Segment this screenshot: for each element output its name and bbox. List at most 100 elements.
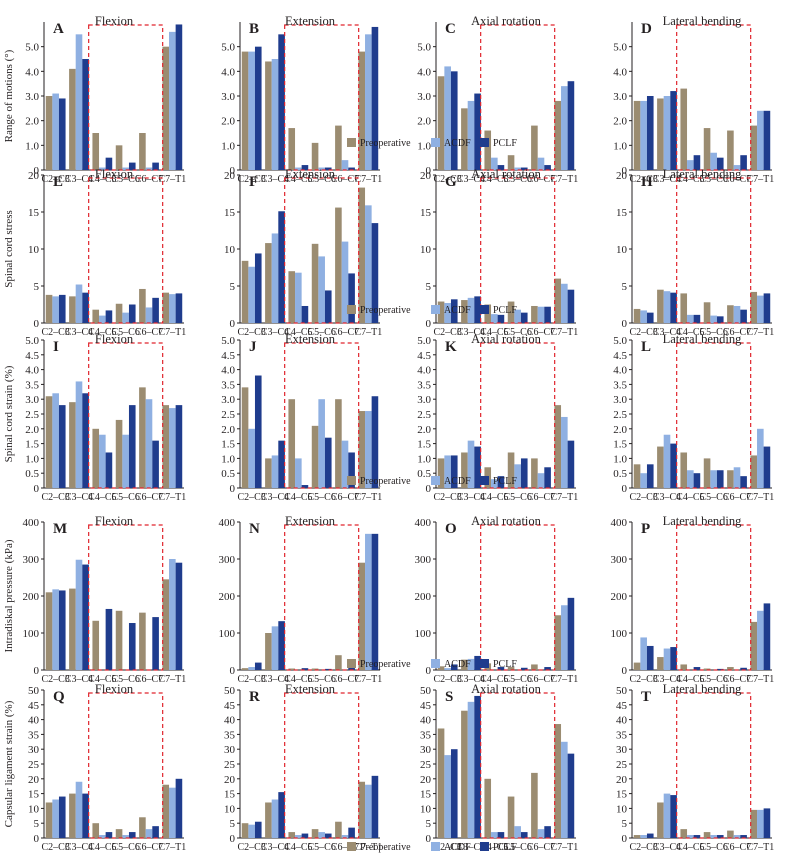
legend-label-2: ACDF: [444, 305, 471, 316]
chart-title-r: Extension: [285, 682, 336, 696]
y-tick-label-l: 1.0: [613, 453, 627, 465]
legend-swatch-5: [347, 842, 356, 851]
bar-j-C4–C5-PCLF: [301, 485, 309, 488]
bar-b-C3–C4-ACDF: [271, 59, 279, 170]
bar-q-C3–C4-Preoperative: [69, 793, 76, 838]
highlight-box-a: [88, 24, 164, 171]
y-tick-label-t: 25: [616, 759, 628, 771]
y-tick-label-s: 30: [420, 744, 432, 756]
bar-h-C6–C7-Preoperative: [727, 305, 734, 323]
bar-a-C6–C7-Preoperative: [139, 133, 146, 170]
y-tick-label-s: 45: [420, 700, 432, 712]
y-tick-label-q: 15: [28, 789, 40, 801]
bar-a-C4–C5-ACDF: [99, 167, 106, 170]
y-tick-label-d: 3.0: [613, 91, 627, 103]
bar-g-C7–T1-Preoperative: [554, 278, 562, 323]
bar-h-C3–C4-PCLF: [670, 292, 677, 323]
bar-m-C7–T1-PCLF: [175, 562, 183, 670]
bar-s-C5–C6-Preoperative: [507, 796, 515, 838]
y-tick-label-g: 20: [420, 170, 432, 182]
panel-label-s: S: [445, 689, 453, 705]
x-tick-label-l: C6–C7: [723, 492, 751, 503]
y-tick-label-b: 0: [230, 165, 236, 177]
bar-h-C5–C6-PCLF: [716, 316, 724, 323]
x-tick-label-r: C3–C4: [261, 842, 289, 853]
bar-r-C3–C4-PCLF: [278, 792, 285, 838]
bar-s-C5–C6-ACDF: [514, 826, 521, 838]
highlight-box-s: [480, 692, 556, 839]
y-tick-label-i: 5.0: [25, 335, 39, 347]
chart-title-g: Axial rotation: [471, 167, 542, 181]
y-tick-label-e: 5: [34, 281, 40, 293]
bar-i-C5–C6-Preoperative: [115, 419, 123, 488]
y-tick-label-p: 400: [611, 517, 628, 529]
bar-g-C6–C7-ACDF: [537, 306, 545, 323]
y-tick-label-i: 0: [34, 483, 40, 495]
bar-s-C6–C7-PCLF: [544, 826, 551, 838]
legend-swatch-5: [480, 842, 489, 851]
bar-d-C6–C7-PCLF: [740, 155, 747, 170]
x-tick-label-k: C5–C6: [503, 492, 531, 503]
highlight-box-h: [676, 177, 752, 324]
x-tick-label-b: C6–C7: [331, 174, 359, 185]
bar-o-C2–C3-PCLF: [450, 664, 458, 670]
bar-f-C3–C4-ACDF: [271, 233, 279, 323]
x-tick-label-l: C3–C4: [653, 492, 681, 503]
chart-title-p: Lateral bending: [663, 514, 743, 528]
chart-title-q: Flexion: [95, 682, 134, 696]
bar-e-C5–C6-ACDF: [122, 312, 129, 323]
bar-k-C5–C6-Preoperative: [507, 452, 515, 488]
x-tick-label-q: C7–T1: [158, 842, 186, 853]
x-tick-label-d: C6–C7: [723, 174, 751, 185]
bar-s-C7–T1-ACDF: [561, 741, 568, 838]
bar-p-C2–C3-Preoperative: [633, 662, 641, 670]
y-tick-label-m: 400: [23, 517, 40, 529]
bar-q-C6–C7-Preoperative: [139, 817, 146, 838]
bar-e-C2–C3-PCLF: [58, 294, 66, 323]
bar-n-C2–C3-PCLF: [254, 662, 262, 670]
bar-n-C3–C4-PCLF: [278, 621, 285, 670]
bar-j-C3–C4-Preoperative: [265, 458, 272, 488]
highlight-box-i: [88, 342, 164, 489]
chart-title-d: Lateral bending: [663, 14, 743, 28]
legend-label-2: Preoperative: [360, 305, 411, 316]
x-tick-label-b: C2–C3: [237, 174, 265, 185]
highlight-box-m: [88, 524, 164, 671]
x-tick-label-k: C7–T1: [550, 492, 578, 503]
bar-k-C7–T1-Preoperative: [554, 405, 562, 488]
bar-m-C2–C3-ACDF: [52, 589, 59, 670]
x-tick-label-c: C2–C3: [433, 174, 461, 185]
x-tick-label-m: C7–T1: [158, 674, 186, 685]
bar-f-C5–C6-Preoperative: [311, 243, 319, 323]
chart-title-k: Axial rotation: [471, 332, 542, 346]
y-tick-label-i: 2.5: [25, 409, 39, 421]
y-tick-label-g: 0: [426, 318, 432, 330]
bar-h-C6–C7-PCLF: [740, 309, 747, 323]
y-tick-label-q: 20: [28, 774, 40, 786]
bar-p-C7–T1-Preoperative: [750, 621, 758, 670]
x-tick-label-t: C6–C7: [723, 842, 751, 853]
x-tick-label-c: C3–C4: [457, 174, 485, 185]
bar-h-C2–C3-PCLF: [646, 312, 654, 323]
y-tick-label-s: 40: [420, 715, 432, 727]
panel-label-g: G: [445, 174, 457, 190]
bar-l-C4–C5-ACDF: [687, 470, 694, 488]
bar-s-C2–C3-ACDF: [444, 755, 451, 838]
panel-label-e: E: [53, 174, 63, 190]
bar-t-C4–C5-ACDF: [687, 835, 694, 838]
bar-h-C4–C5-PCLF: [693, 314, 701, 323]
bar-e-C6–C7-Preoperative: [139, 288, 146, 323]
x-tick-label-e: C5–C6: [111, 327, 139, 338]
bar-k-C3–C4-PCLF: [474, 446, 481, 488]
bar-t-C2–C3-ACDF: [640, 835, 647, 838]
bar-c-C6–C7-PCLF: [544, 165, 551, 170]
bar-j-C6–C7-Preoperative: [335, 399, 342, 488]
bar-b-C6–C7-PCLF: [348, 167, 355, 170]
panel-label-i: I: [53, 339, 59, 355]
legend-swatch-3: [431, 476, 440, 485]
bar-p-C6–C7-Preoperative: [727, 667, 734, 670]
y-tick-label-f: 0: [230, 318, 236, 330]
bar-q-C6–C7-PCLF: [152, 826, 159, 838]
bar-l-C4–C5-PCLF: [693, 473, 701, 488]
